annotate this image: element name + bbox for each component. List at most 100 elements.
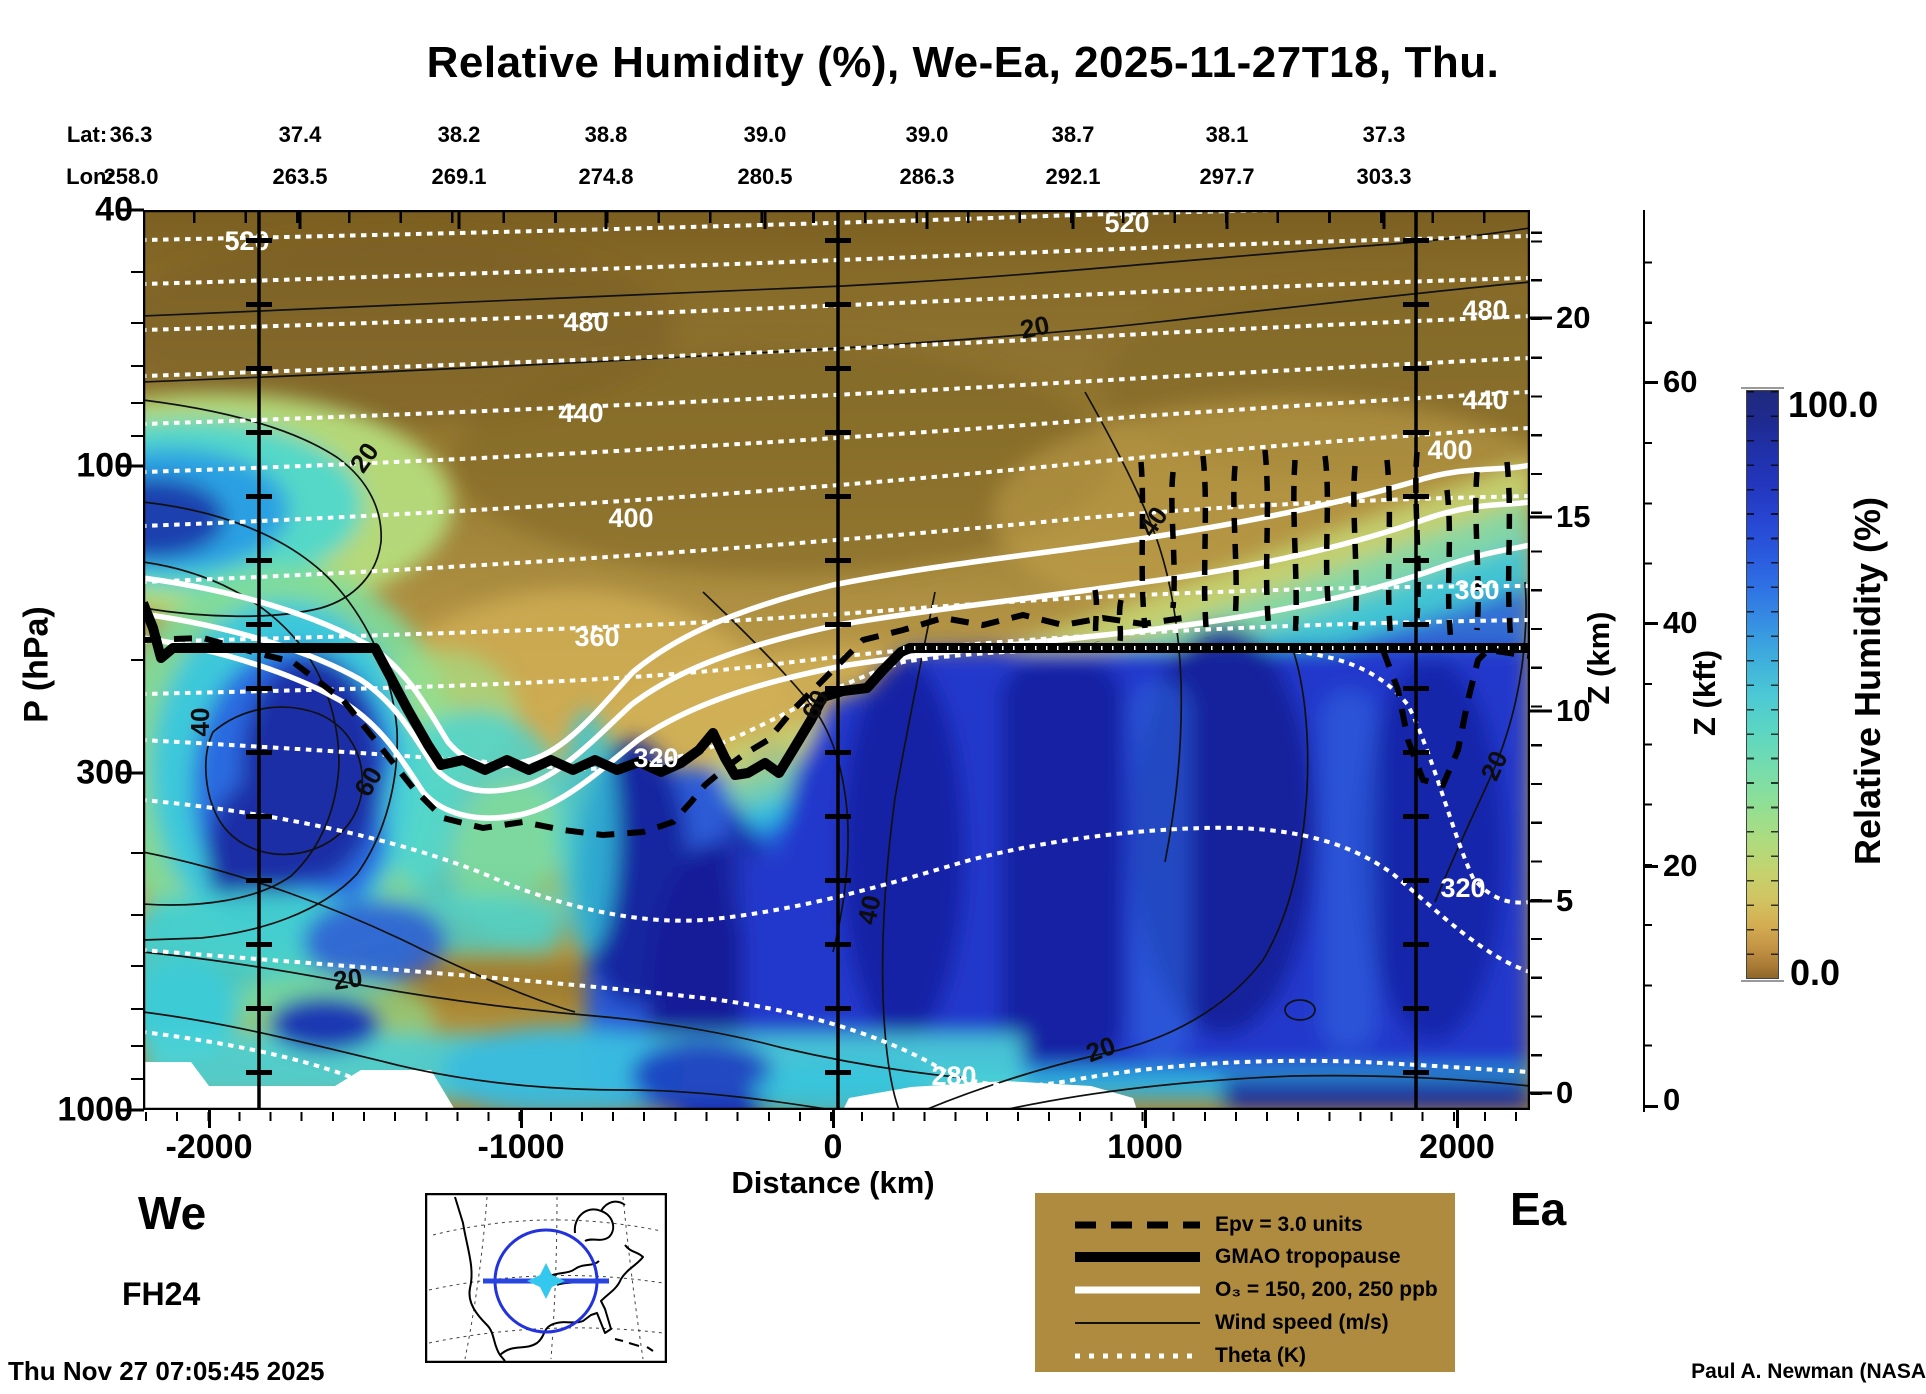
map-center-star-icon [527, 1263, 565, 1299]
distance-major-tick [832, 1110, 835, 1128]
legend-label: Epv = 3.0 units [1215, 1213, 1363, 1236]
lon-value: 292.1 [1045, 164, 1101, 189]
wind-line-sample [1075, 1322, 1200, 1324]
colorbar-label: Relative Humidity (%) [1847, 496, 1888, 866]
lon-value: 297.7 [1199, 164, 1255, 189]
svg-text:400: 400 [608, 503, 653, 533]
lon-value: 269.1 [431, 164, 487, 189]
forecast-hour-label: FH24 [122, 1276, 201, 1312]
svg-text:480: 480 [563, 307, 608, 337]
pressure-axis-ticks [120, 208, 144, 1112]
zkm-tick-20: 20 [1556, 300, 1591, 335]
zkft-major-tick [1643, 622, 1658, 625]
theta-contour-labels: 520 520 480 480 440 440 400 400 360 360 … [224, 210, 1507, 1091]
zkft-major-tick [1643, 865, 1658, 868]
distance-major-tick [208, 1110, 211, 1128]
cross-section-plot: 520 520 480 480 440 440 400 400 360 360 … [143, 210, 1530, 1110]
svg-text:480: 480 [1462, 295, 1507, 325]
plot-border [143, 210, 1530, 1110]
svg-text:20: 20 [331, 962, 364, 996]
transect-map-inset [425, 1193, 667, 1363]
zkm-axis-label: Z (km) [1581, 611, 1616, 705]
lat-value: 38.7 [1051, 122, 1095, 147]
tropopause-line-sample [1075, 1252, 1200, 1262]
distance-tick-label: 0 [823, 1128, 843, 1166]
distance-tick-label: -2000 [165, 1128, 253, 1166]
ozone-line-sample [1075, 1286, 1200, 1294]
lat-value: 37.4 [278, 122, 322, 147]
lon-value: 286.3 [899, 164, 955, 189]
distance-tick-label: 2000 [1419, 1128, 1495, 1166]
distance-major-tick [520, 1110, 523, 1128]
lon-value: 303.3 [1356, 164, 1412, 189]
lat-value: 38.8 [584, 122, 628, 147]
lon-value: 258.0 [103, 164, 159, 189]
distance-axis-label: Distance (km) [731, 1165, 935, 1200]
svg-text:440: 440 [558, 398, 603, 428]
pressure-axis-label: P (hPa) [17, 606, 56, 723]
lon-value: 274.8 [578, 164, 634, 189]
epv-contours [143, 611, 1530, 839]
lat-value: 36.3 [109, 122, 153, 147]
map-coastlines [454, 1196, 654, 1362]
zkft-major-tick [1643, 1105, 1658, 1108]
colorbar-min: 0.0 [1790, 952, 1841, 993]
timestamp: Thu Nov 27 07:05:45 2025 [8, 1356, 325, 1386]
credit: Paul A. Newman (NASA [1691, 1360, 1926, 1383]
zkm-tick-0: 0 [1556, 1075, 1574, 1110]
lon-row-label: Lon: [66, 164, 114, 189]
zkft-axis-label: Z (kft) [1687, 649, 1722, 737]
distance-major-tick [1456, 1110, 1459, 1128]
zkm-tick-15: 15 [1556, 499, 1591, 534]
page-title: Relative Humidity (%), We-Ea, 2025-11-27… [426, 38, 1500, 87]
lat-row-label: Lat: [66, 122, 108, 147]
top-axis-minor-ticks [144, 212, 1529, 223]
svg-text:320: 320 [1440, 873, 1485, 903]
terrain-cutouts [143, 1062, 1137, 1110]
lat-value: 38.2 [437, 122, 481, 147]
lat-value: 38.1 [1205, 122, 1249, 147]
svg-text:360: 360 [1454, 575, 1499, 605]
colorbar-max: 100.0 [1788, 384, 1879, 425]
lon-value: 263.5 [272, 164, 328, 189]
lat-row: Lat: 36.3 37.4 38.2 38.8 39.0 39.0 38.7 … [0, 122, 1926, 148]
distance-tick-label: -1000 [477, 1128, 565, 1166]
ozone-contours [143, 462, 1530, 821]
colorbar-top-cap [1741, 387, 1784, 389]
lat-value: 37.3 [1362, 122, 1406, 147]
tropopause-line [143, 601, 1530, 780]
east-endpoint-label: Ea [1510, 1183, 1567, 1235]
svg-text:40: 40 [851, 893, 886, 928]
pressure-tick-100: 100 [76, 446, 133, 485]
zkft-tick-40: 40 [1663, 605, 1698, 640]
zkm-axis-minor-ticks [1531, 210, 1542, 1110]
legend-label: Theta (K) [1215, 1344, 1306, 1367]
lat-value: 39.0 [905, 122, 949, 147]
epv-dash-cluster [1092, 449, 1514, 647]
distance-tick-label: 1000 [1107, 1128, 1183, 1166]
epv-line-sample [1075, 1221, 1200, 1229]
zkm-tick-10: 10 [1556, 693, 1591, 728]
distance-major-tick [1144, 1110, 1147, 1128]
colorbar-bottom-cap [1741, 980, 1784, 982]
plot-legend: Epv = 3.0 units GMAO tropopause O₃ = 150… [1035, 1193, 1455, 1372]
svg-text:20: 20 [1018, 309, 1053, 344]
zkft-tick-20: 20 [1663, 848, 1698, 883]
west-endpoint-label: We [138, 1187, 207, 1239]
lon-value: 280.5 [737, 164, 793, 189]
distance-axis-minor-ticks [145, 1112, 1530, 1121]
pressure-tick-40: 40 [95, 190, 133, 229]
waypoint-marker-lines [246, 210, 1429, 1110]
legend-label: O₃ = 150, 200, 250 ppb [1215, 1278, 1438, 1301]
svg-text:360: 360 [574, 622, 619, 652]
zkm-tick-5: 5 [1556, 883, 1574, 918]
colorbar-ticks-left [1747, 391, 1754, 978]
map-graticule [428, 1196, 664, 1360]
legend-label: Wind speed (m/s) [1215, 1311, 1389, 1334]
pressure-tick-1000: 1000 [57, 1090, 133, 1129]
theta-line-sample [1075, 1353, 1200, 1359]
svg-text:400: 400 [1427, 435, 1472, 465]
svg-text:320: 320 [633, 743, 678, 773]
colorbar-ticks-right [1771, 391, 1778, 978]
